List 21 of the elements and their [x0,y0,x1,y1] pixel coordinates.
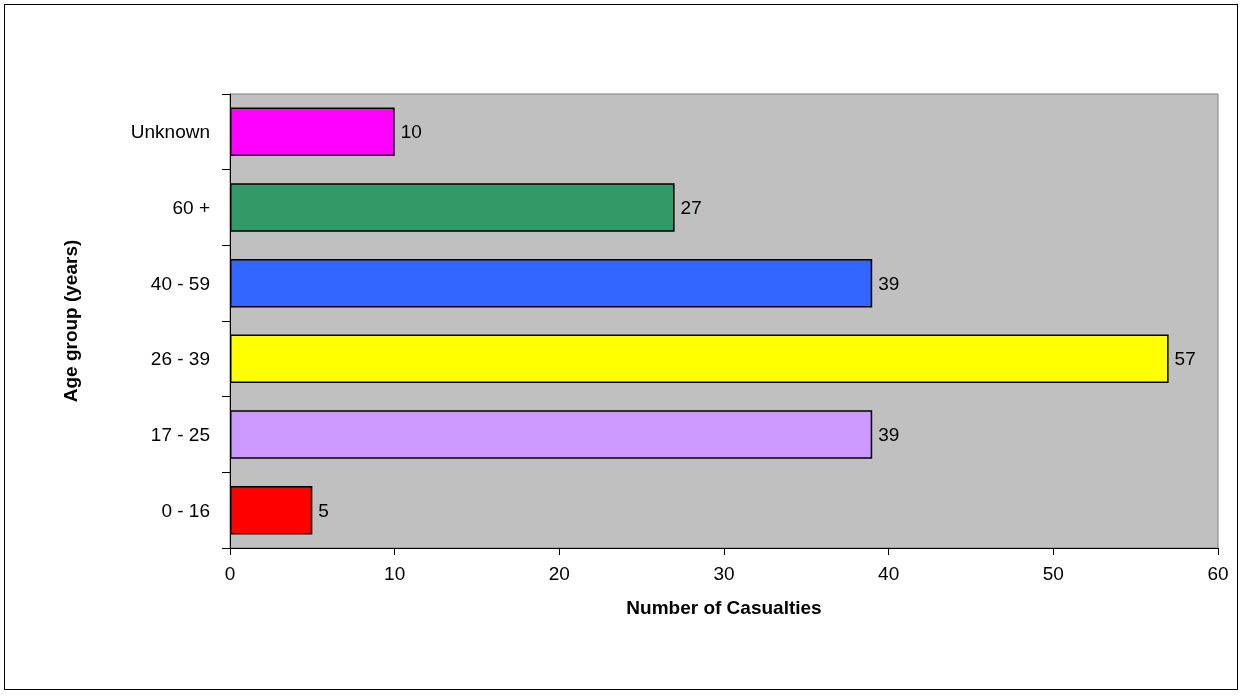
x-tick-label: 0 [224,563,236,584]
y-tick-label: 17 - 25 [150,424,210,445]
data-label: 39 [878,424,900,445]
x-tick-label: 20 [548,563,570,584]
y-tick-label: 60 + [172,197,210,218]
x-tick-label: 10 [384,563,406,584]
y-tick-label: 26 - 39 [150,348,210,370]
x-tick-label: 30 [713,563,735,584]
y-tick-label: Unknown [130,121,210,143]
y-axis-title: Age group (years) [60,239,81,403]
x-tick-label: 50 [1042,563,1064,584]
data-label: 5 [318,499,329,521]
x-axis-title: Number of Casualties [626,597,822,618]
y-tick-label: 0 - 16 [161,499,210,521]
x-tick-label: 60 [1207,563,1229,584]
data-label: 10 [400,121,422,143]
y-tick-label: 40 - 59 [150,272,210,294]
data-label: 27 [680,197,702,218]
data-label: 39 [878,272,900,294]
data-label: 57 [1174,348,1196,370]
x-tick-label: 40 [878,563,900,584]
